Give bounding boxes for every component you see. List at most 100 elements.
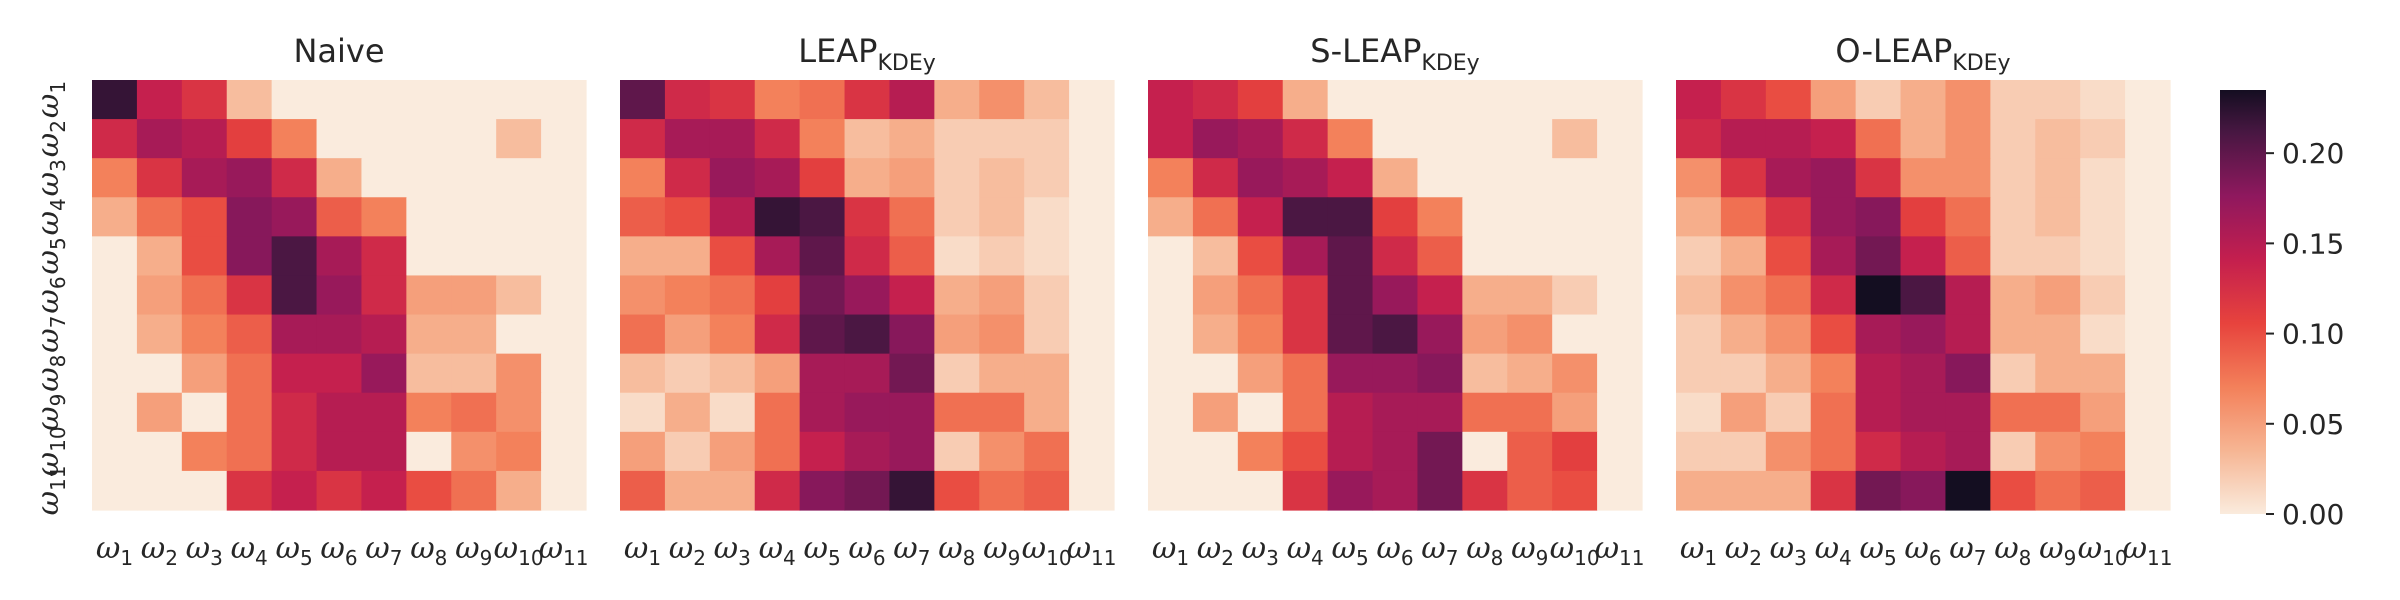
heatmap-cell (1900, 314, 1947, 355)
panel-title: LEAPKDEy (798, 32, 936, 76)
heatmap-cell (451, 158, 497, 198)
heatmap-cell (92, 80, 138, 120)
x-tick-label: ω6 (1376, 531, 1413, 570)
heatmap-cell (541, 470, 587, 511)
heatmap-cell (496, 392, 542, 433)
x-tick-label: ω8 (938, 531, 975, 570)
heatmap-cell (2035, 236, 2081, 277)
heatmap-cell (2080, 119, 2126, 159)
heatmap-cell (361, 314, 407, 355)
x-tick-label: ω4 (759, 531, 796, 570)
x-tick-label: ω2 (1197, 531, 1234, 570)
heatmap-cell (1148, 236, 1194, 277)
heatmap-cell (226, 275, 273, 316)
heatmap-cell (136, 275, 183, 316)
heatmap-cell (496, 236, 542, 277)
heatmap-cell (799, 314, 846, 355)
heatmap-cell (889, 158, 935, 198)
heatmap-cell (1327, 431, 1374, 472)
x-tick-label: ω7 (1421, 531, 1458, 570)
heatmap-cell (1417, 431, 1463, 472)
heatmap-cell (1945, 392, 1991, 433)
heatmap-cell (1855, 392, 1902, 433)
x-tick-label: ω3 (714, 531, 751, 570)
heatmap-cell (1148, 275, 1194, 316)
heatmap-cell (1720, 236, 1767, 277)
heatmap-cell (1810, 431, 1857, 472)
heatmap-cell (2035, 119, 2081, 159)
heatmap-cell (1990, 431, 2036, 472)
heatmap-cell (1192, 353, 1239, 394)
heatmap-cell (1552, 119, 1598, 159)
heatmap-cell (2035, 197, 2081, 237)
heatmap-cell (181, 236, 228, 277)
heatmap-cell (1417, 275, 1463, 316)
heatmap-cell (889, 353, 935, 394)
heatmap-cell (844, 80, 891, 120)
heatmap-cell (181, 314, 228, 355)
y-tick-label: ω2 (31, 120, 70, 157)
heatmap-cell (271, 470, 318, 511)
heatmap-cell (1855, 236, 1902, 277)
heatmap-cell (709, 197, 756, 237)
x-tick-label: ω9 (2039, 531, 2076, 570)
heatmap-cell (361, 197, 407, 237)
heatmap-cell (1810, 392, 1857, 433)
heatmap-cell (1945, 275, 1991, 316)
heatmap-cell (1676, 470, 1722, 511)
heatmap-cell (451, 431, 497, 472)
y-tick-label: ω4 (31, 198, 70, 235)
x-tick-label: ω2 (141, 531, 178, 570)
heatmap-cell (934, 431, 980, 472)
x-tick-label: ω9 (455, 531, 492, 570)
heatmap-cell (1282, 275, 1329, 316)
heatmap-cell (1900, 470, 1947, 511)
heatmap-cell (664, 353, 711, 394)
heatmap-cell (226, 197, 273, 237)
heatmap-cell (316, 197, 363, 237)
heatmap-cell (1462, 275, 1508, 316)
heatmap-cell (181, 392, 228, 433)
heatmap-cell (406, 236, 452, 277)
heatmap-cell (1552, 353, 1598, 394)
heatmap-cell (844, 119, 891, 159)
heatmap-cell (709, 314, 756, 355)
heatmap-cell (1552, 236, 1598, 277)
heatmap-cell (1069, 470, 1115, 511)
heatmap-cell (979, 236, 1025, 277)
heatmap-cell (979, 470, 1025, 511)
heatmap-cell (2080, 353, 2126, 394)
heatmap-cell (1237, 275, 1284, 316)
heatmap-cell (1192, 158, 1239, 198)
heatmap-cell (541, 119, 587, 159)
heatmap-cell (1507, 392, 1553, 433)
heatmap-cell (979, 158, 1025, 198)
heatmap-cell (541, 236, 587, 277)
heatmap-cell (1720, 158, 1767, 198)
x-tick-label: ω5 (803, 531, 840, 570)
heatmap-cell (406, 197, 452, 237)
heatmap-cell (1372, 158, 1419, 198)
heatmap-cell (709, 80, 756, 120)
heatmap-cell (799, 392, 846, 433)
x-tick-label: ω11 (1067, 531, 1117, 570)
heatmap-cell (496, 197, 542, 237)
heatmap-cell (92, 197, 138, 237)
heatmap-cell (1372, 431, 1419, 472)
heatmap-cell (2125, 392, 2171, 433)
heatmap-cell (889, 80, 935, 120)
heatmap-cell (1507, 197, 1553, 237)
heatmap-cell (1720, 431, 1767, 472)
heatmap-cell (316, 353, 363, 394)
heatmap-cell (271, 275, 318, 316)
heatmap-cell (1069, 80, 1115, 120)
heatmap-cell (799, 197, 846, 237)
heatmap-cell (1810, 80, 1857, 120)
heatmap-cell (1192, 470, 1239, 511)
heatmap-cell (226, 236, 273, 277)
heatmap-cell (1417, 470, 1463, 511)
heatmap-cell (541, 392, 587, 433)
y-tick-label: ω7 (31, 315, 70, 352)
